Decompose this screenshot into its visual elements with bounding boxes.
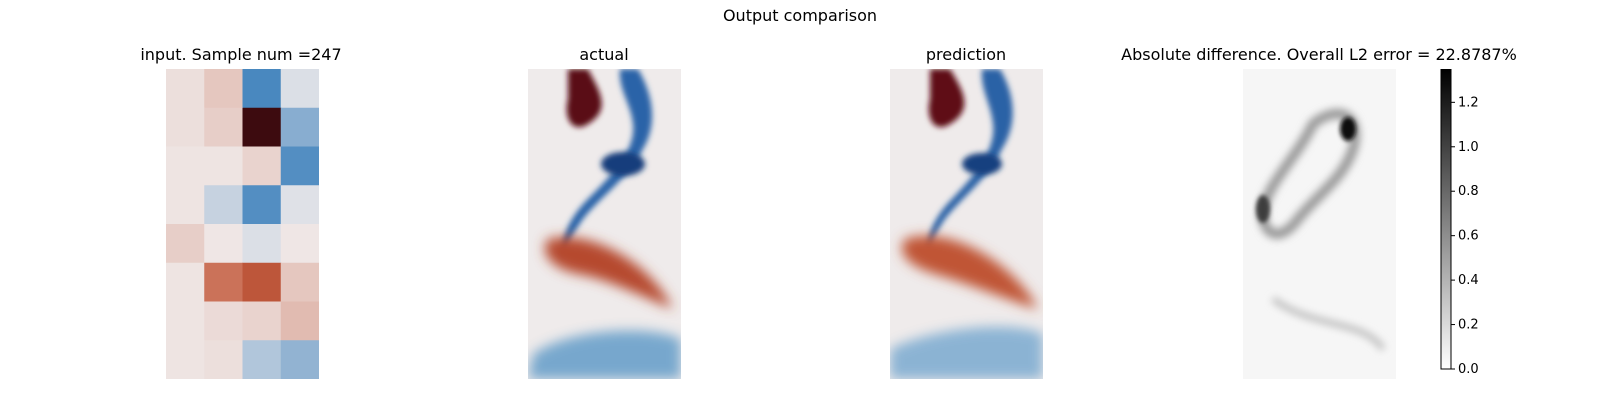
difference-panel-title: Absolute difference. Overall L2 error = …	[1121, 45, 1517, 64]
input-heatmap-cell	[204, 340, 243, 379]
input-heatmap-cell	[280, 69, 319, 109]
prediction-red-vortex-top	[928, 69, 965, 128]
input-heatmap-cell	[242, 224, 282, 264]
difference-field-svg	[1243, 69, 1396, 379]
input-heatmap-cell	[166, 224, 205, 264]
input-heatmap-cell	[204, 146, 243, 186]
input-heatmap-cell	[204, 185, 243, 225]
colorbar-tick-label: 1.2	[1458, 95, 1479, 110]
colorbar-tick-label: 1.0	[1458, 140, 1479, 155]
actual-field-svg	[528, 69, 681, 379]
prediction-blue-swirl	[926, 69, 1013, 259]
input-heatmap-svg	[166, 69, 319, 379]
actual-background	[528, 69, 681, 379]
prediction-red-band	[901, 235, 1038, 309]
input-heatmap-cell	[204, 224, 243, 264]
colorbar-tick-label: 0.6	[1458, 229, 1479, 244]
input-heatmap	[166, 69, 319, 379]
input-panel-title: input. Sample num =247	[140, 45, 342, 64]
colorbar-tick-label: 0.0	[1458, 362, 1479, 377]
difference-peak-left	[1256, 195, 1270, 223]
input-heatmap-cell	[280, 262, 319, 302]
input-heatmap-cell	[242, 146, 282, 186]
input-heatmap-cell	[166, 69, 205, 109]
input-heatmap-cell	[280, 224, 319, 264]
input-heatmap-cell	[280, 301, 319, 341]
difference-colorbar: 0.0 0.2 0.4 0.6 0.8 1.0 1.2	[1440, 68, 1510, 389]
input-heatmap-cell	[204, 107, 243, 147]
input-heatmap-cell	[166, 340, 205, 379]
difference-field	[1243, 69, 1396, 379]
input-heatmap-cell	[242, 301, 282, 341]
colorbar-svg: 0.0 0.2 0.4 0.6 0.8 1.0 1.2	[1440, 68, 1479, 377]
input-heatmap-cell	[204, 301, 243, 341]
input-heatmap-cell	[280, 185, 319, 225]
input-heatmap-cell	[204, 69, 243, 109]
input-heatmap-cell	[242, 262, 282, 302]
actual-blue-swirl	[561, 69, 653, 259]
figure-suptitle: Output comparison	[722, 6, 878, 25]
input-heatmap-cell	[166, 107, 205, 147]
colorbar-ticks: 0.0 0.2 0.4 0.6 0.8 1.0 1.2	[1451, 95, 1479, 377]
input-heatmap-cell	[280, 340, 319, 379]
input-heatmap-cell	[166, 262, 205, 302]
input-heatmap-cell	[166, 146, 205, 186]
input-heatmap-cell	[166, 301, 205, 341]
difference-peak-top	[1340, 117, 1356, 141]
actual-blue-core	[601, 152, 645, 176]
prediction-blue-core	[962, 153, 1002, 175]
input-heatmap-cell	[242, 340, 282, 379]
prediction-field-svg	[890, 69, 1043, 379]
prediction-blue-bottom	[890, 326, 1043, 379]
colorbar-tick-label: 0.4	[1458, 273, 1479, 288]
actual-field	[528, 69, 681, 379]
actual-blue-bottom	[528, 330, 681, 379]
input-heatmap-cell	[280, 146, 319, 186]
input-heatmap-cell	[166, 185, 205, 225]
difference-lower-streak	[1271, 296, 1386, 351]
prediction-background	[890, 69, 1043, 379]
input-heatmap-cell	[242, 185, 282, 225]
colorbar-tick-label: 0.8	[1458, 184, 1479, 199]
colorbar-tick-label: 0.2	[1458, 318, 1479, 333]
input-heatmap-cell	[204, 262, 243, 302]
actual-red-vortex-top	[566, 69, 602, 128]
colorbar-gradient	[1440, 68, 1452, 370]
actual-panel-title: actual	[579, 45, 629, 64]
input-heatmap-cell	[280, 107, 319, 147]
input-heatmap-cell	[242, 69, 282, 109]
prediction-field	[890, 69, 1043, 379]
input-heatmap-cell	[242, 107, 282, 147]
actual-red-band	[544, 237, 673, 309]
prediction-panel-title: prediction	[925, 45, 1007, 64]
